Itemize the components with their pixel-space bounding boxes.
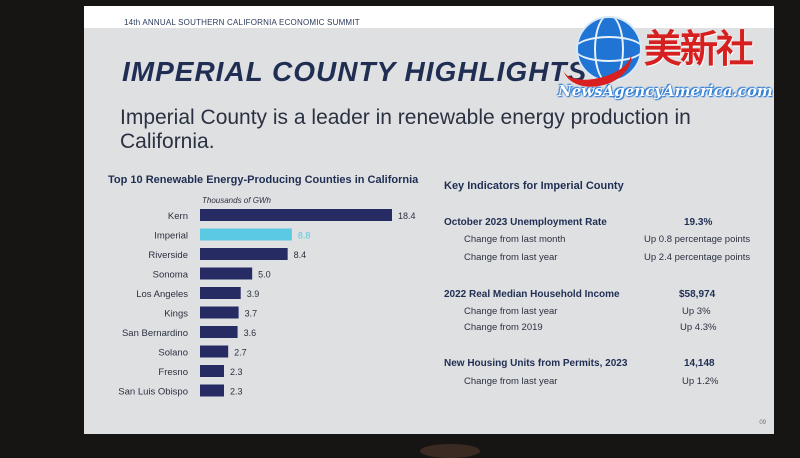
indicator-income-value: $58,974 (679, 289, 716, 300)
indicator-housing-label: New Housing Units from Permits, 2023 (444, 358, 628, 369)
indicator-row-value: Up 4.3% (680, 322, 717, 333)
data-label: 3.9 (247, 289, 260, 299)
bar (200, 248, 288, 260)
category-label: Riverside (148, 250, 188, 261)
watermark-chinese-name: 美新社 (644, 26, 754, 71)
indicator-unemployment-value: 19.3% (684, 217, 713, 228)
bar (200, 287, 241, 299)
slide-headline: IMPERIAL COUNTY HIGHLIGHTS (122, 56, 588, 87)
data-label: 3.7 (245, 309, 258, 319)
bar (200, 267, 253, 280)
chart-units-label: Thousands of GWh (202, 196, 271, 205)
indicator-row-value: Up 3% (682, 306, 711, 317)
indicator-row-value: Up 0.8 percentage points (644, 234, 751, 245)
indicator-row-label: Change from 2019 (464, 322, 543, 333)
data-label: 3.6 (244, 328, 257, 338)
news-agency-watermark: 美新社 NewsAgencyAmerica.com (556, 14, 788, 104)
indicator-row-label: Change from last year (464, 376, 558, 387)
indicator-unemployment-label: October 2023 Unemployment Rate (444, 217, 607, 228)
page-number: 09 (759, 420, 766, 426)
category-label: Kern (168, 211, 188, 222)
indicator-housing-value: 14,148 (684, 358, 715, 369)
category-label: San Luis Obispo (118, 387, 188, 398)
bar (200, 209, 392, 221)
bar (200, 384, 224, 397)
indicator-row-label: Change from last year (464, 306, 558, 317)
category-label: Kings (164, 309, 188, 320)
summit-header: 14th ANNUAL SOUTHERN CALIFORNIA ECONOMIC… (124, 18, 360, 27)
data-label: 2.3 (230, 367, 243, 377)
indicator-income-label: 2022 Real Median Household Income (444, 289, 620, 300)
data-label: 5.0 (258, 270, 271, 280)
watermark-url: NewsAgencyAmerica.com (558, 82, 773, 100)
category-label: Imperial (154, 231, 188, 242)
slide-subline: Imperial County is a leader in renewable… (120, 106, 691, 153)
slide-screen: 14th ANNUAL SOUTHERN CALIFORNIA ECONOMIC… (84, 6, 774, 434)
bar-chart: Kern 18.4 Imperial 8.8 Riverside 8.4 Sonoma 5.0… (118, 209, 416, 398)
data-label: 2.7 (234, 348, 247, 358)
bar (200, 306, 239, 319)
category-label: San Bernardino (122, 328, 188, 339)
indicator-row-label: Change from last month (464, 234, 566, 245)
bar (200, 326, 238, 338)
globe-icon (576, 16, 642, 82)
indicators-title: Key Indicators for Imperial County (444, 180, 624, 192)
category-label: Solano (158, 348, 188, 359)
data-label: 8.4 (294, 250, 307, 260)
category-label: Los Angeles (136, 289, 188, 300)
data-label: 2.3 (230, 387, 243, 397)
bar (200, 345, 229, 358)
audience-head (420, 444, 480, 458)
bar (200, 228, 292, 241)
data-label: 8.8 (298, 231, 311, 241)
data-label: 18.4 (398, 211, 416, 221)
category-label: Fresno (158, 367, 188, 378)
indicator-row-label: Change from last year (464, 252, 558, 263)
bar (200, 365, 224, 377)
category-label: Sonoma (153, 270, 189, 281)
chart-title: Top 10 Renewable Energy-Producing Counti… (108, 174, 419, 186)
indicator-row-value: Up 1.2% (682, 376, 719, 387)
indicator-row-value: Up 2.4 percentage points (644, 252, 751, 263)
